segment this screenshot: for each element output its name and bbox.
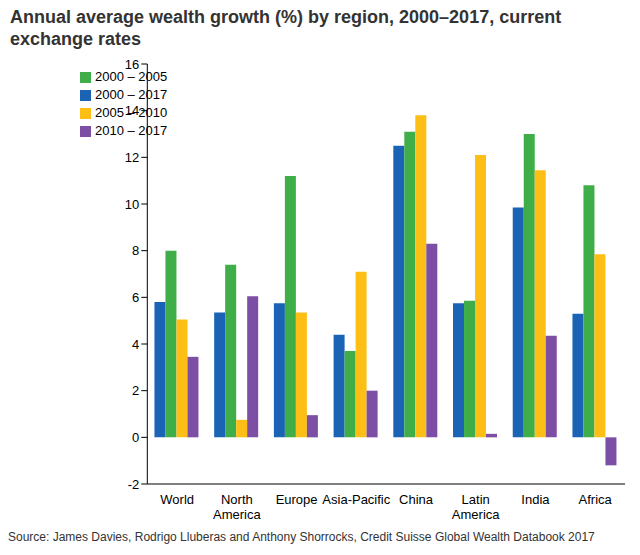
svg-text:14: 14 <box>125 103 139 118</box>
svg-text:6: 6 <box>132 290 139 305</box>
svg-text:12: 12 <box>125 150 139 165</box>
svg-text:NorthAmerica: NorthAmerica <box>213 492 261 522</box>
svg-text:Africa: Africa <box>579 492 613 507</box>
svg-text:Asia-Pacific: Asia-Pacific <box>322 492 390 507</box>
svg-text:2: 2 <box>132 383 139 398</box>
svg-text:16: 16 <box>125 57 139 72</box>
svg-text:0: 0 <box>132 430 139 445</box>
svg-text:LatinAmerica: LatinAmerica <box>452 492 500 522</box>
svg-text:World: World <box>160 492 194 507</box>
svg-text:4: 4 <box>132 337 139 352</box>
svg-text:-2: -2 <box>128 477 140 492</box>
svg-text:China: China <box>399 492 434 507</box>
svg-text:India: India <box>521 492 550 507</box>
svg-text:10: 10 <box>125 197 139 212</box>
svg-text:Europe: Europe <box>276 492 318 507</box>
svg-text:8: 8 <box>132 243 139 258</box>
